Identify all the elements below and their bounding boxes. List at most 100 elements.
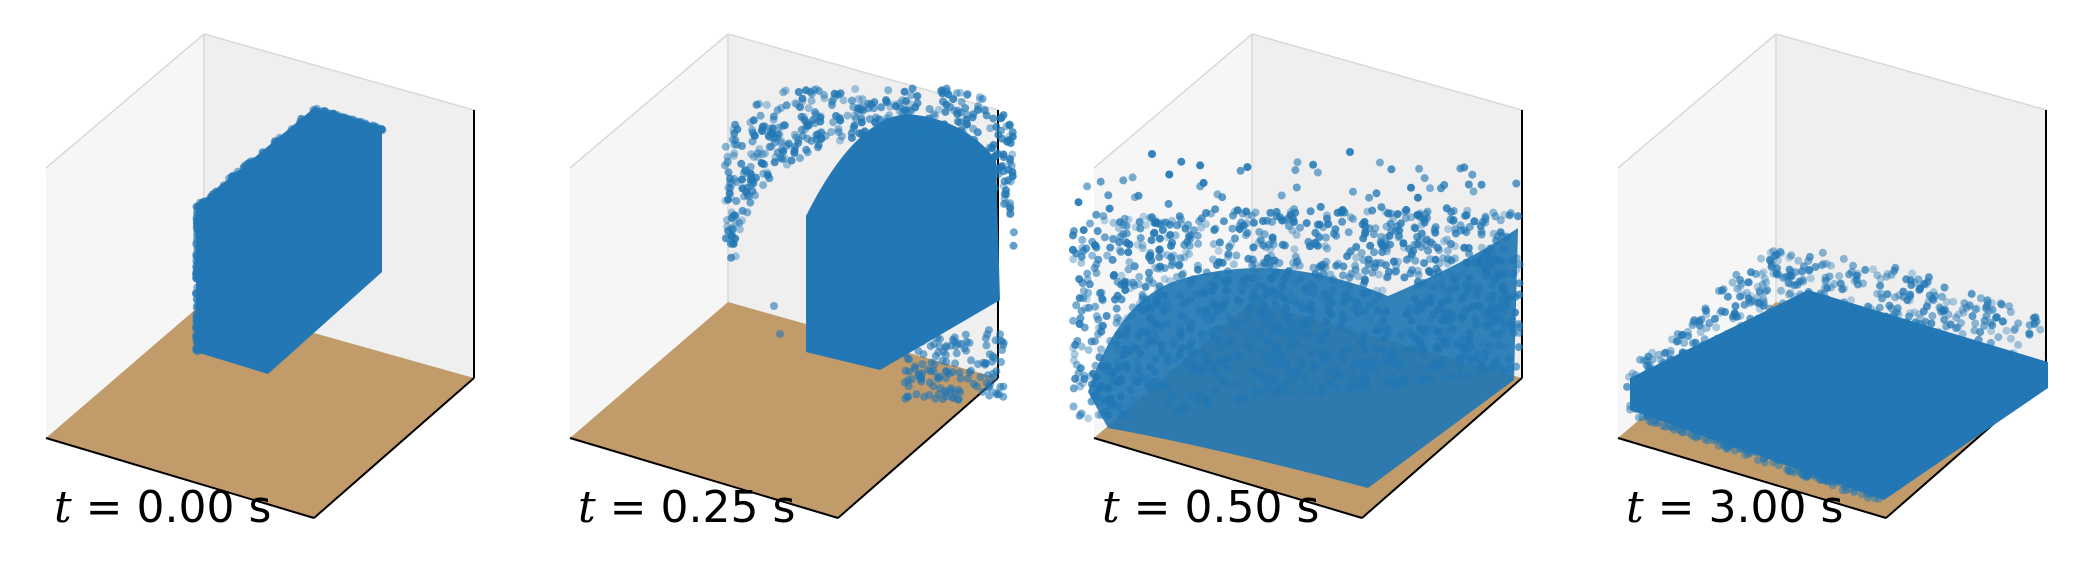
particle	[1116, 392, 1125, 401]
particle	[738, 216, 747, 225]
particle	[1288, 331, 1297, 340]
particle	[1843, 353, 1852, 362]
particle	[1291, 166, 1300, 175]
particle	[1181, 224, 1190, 233]
particle	[1441, 326, 1450, 335]
particle	[1824, 370, 1832, 379]
particle	[1076, 382, 1085, 391]
particle	[1176, 215, 1185, 224]
particle	[1285, 341, 1294, 350]
particle	[1083, 269, 1092, 278]
particle	[1416, 303, 1425, 312]
particle	[1147, 236, 1156, 245]
particle	[1413, 193, 1422, 202]
particle	[1334, 384, 1343, 393]
particle	[1458, 334, 1467, 343]
particle	[1069, 344, 1078, 353]
particle	[1214, 246, 1223, 255]
particle	[1974, 335, 1983, 344]
particle	[1326, 379, 1335, 388]
particle	[807, 96, 816, 105]
particle	[1783, 337, 1792, 346]
particle	[1656, 356, 1665, 365]
particle	[1910, 352, 1919, 360]
particle	[1796, 388, 1804, 397]
particle	[1744, 294, 1753, 303]
particle	[1102, 367, 1111, 376]
particle	[738, 206, 747, 215]
particle	[839, 96, 848, 105]
particle	[1858, 330, 1867, 339]
particle	[1654, 350, 1663, 359]
particle	[1911, 318, 1920, 327]
particle	[1105, 204, 1114, 213]
particle	[952, 89, 961, 98]
particle	[1138, 244, 1147, 253]
particle	[1858, 386, 1867, 395]
particle	[1136, 234, 1145, 242]
particle	[722, 216, 731, 225]
particle	[1116, 247, 1125, 256]
particle	[1851, 395, 1860, 404]
particle	[1443, 235, 1451, 244]
particle	[1477, 243, 1486, 252]
particle	[938, 395, 947, 404]
particle	[829, 118, 838, 127]
particle	[1744, 354, 1753, 363]
particle	[1475, 371, 1484, 379]
particle	[1281, 360, 1290, 369]
particle	[1817, 368, 1826, 377]
particle	[1477, 180, 1486, 189]
particle	[1447, 269, 1456, 278]
particle	[1225, 242, 1234, 251]
particle	[912, 390, 921, 399]
particle	[902, 345, 911, 354]
particle	[1072, 301, 1081, 310]
particle	[1499, 245, 1508, 254]
particle	[1488, 281, 1497, 289]
particle	[1799, 335, 1808, 344]
particle	[1781, 309, 1790, 318]
particle	[1490, 314, 1499, 323]
particle	[1177, 311, 1186, 320]
particle	[1925, 409, 1934, 418]
particle	[1097, 345, 1105, 354]
particle	[1512, 265, 1521, 274]
particle	[1194, 239, 1203, 248]
particle	[923, 128, 932, 137]
particle	[1750, 348, 1759, 357]
particle	[1891, 293, 1900, 302]
particle	[1850, 277, 1859, 286]
particle	[1455, 361, 1464, 370]
particle	[856, 102, 865, 111]
particle	[1777, 392, 1786, 401]
particle	[1097, 411, 1106, 420]
particle	[1956, 351, 1965, 360]
particle	[882, 126, 891, 135]
particle	[1716, 437, 1725, 446]
particle	[907, 375, 916, 384]
particle	[1786, 289, 1795, 298]
particle	[1630, 386, 1639, 395]
particle	[1463, 370, 1472, 379]
particle	[1878, 335, 1887, 344]
particle	[1438, 317, 1447, 326]
particle	[1861, 354, 1870, 362]
particle	[1889, 369, 1898, 378]
particle	[1907, 281, 1916, 289]
particle	[1361, 229, 1370, 238]
particle	[1359, 289, 1368, 298]
particle	[1133, 358, 1142, 367]
particle	[1318, 387, 1326, 396]
particle	[1218, 304, 1227, 313]
floor-plane	[46, 302, 474, 518]
particle	[746, 118, 755, 127]
particle	[1712, 323, 1721, 332]
particle	[1079, 226, 1088, 235]
particle	[1405, 244, 1414, 253]
particle	[1130, 193, 1139, 202]
particle	[1644, 384, 1653, 393]
particle	[1182, 247, 1191, 256]
particle	[1958, 361, 1967, 370]
particle	[1923, 375, 1932, 383]
